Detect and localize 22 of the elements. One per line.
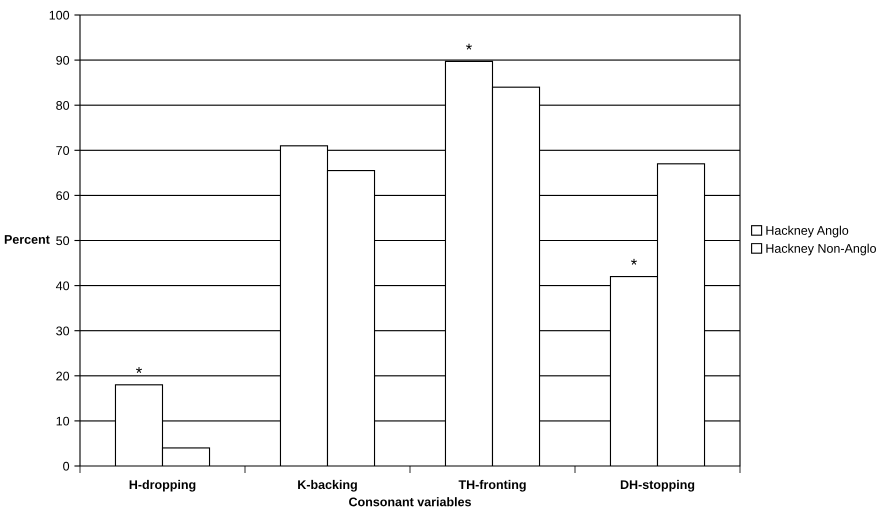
y-tick-label: 0 — [63, 462, 70, 471]
annotation: * — [136, 367, 142, 373]
y-tick-label: 60 — [56, 191, 70, 200]
y-tick-label: 100 — [50, 10, 70, 20]
x-tick-label: K-backing — [298, 480, 357, 492]
x-tick-label: DH-stopping — [620, 480, 694, 492]
x-tick-label: H-dropping — [130, 480, 196, 492]
legend-label: Hackney Non-Anglo — [766, 244, 876, 256]
annotation: * — [466, 44, 472, 50]
y-axis-title: Percent — [4, 235, 50, 244]
y-tick-label: 80 — [56, 101, 70, 110]
x-tick-label: TH-fronting — [458, 480, 526, 492]
y-tick-label: 50 — [56, 236, 70, 246]
x-axis-title: Consonant variables — [349, 497, 471, 506]
y-tick-label: 20 — [56, 372, 70, 380]
y-tick-label: 40 — [56, 281, 70, 290]
y-tick-label: 90 — [56, 56, 70, 65]
y-tick-label: 10 — [56, 416, 70, 426]
legend-label: Hackney Anglo — [766, 226, 848, 238]
annotation: * — [631, 258, 637, 265]
y-tick-label: 30 — [56, 326, 70, 336]
y-tick-label: 70 — [56, 146, 70, 155]
